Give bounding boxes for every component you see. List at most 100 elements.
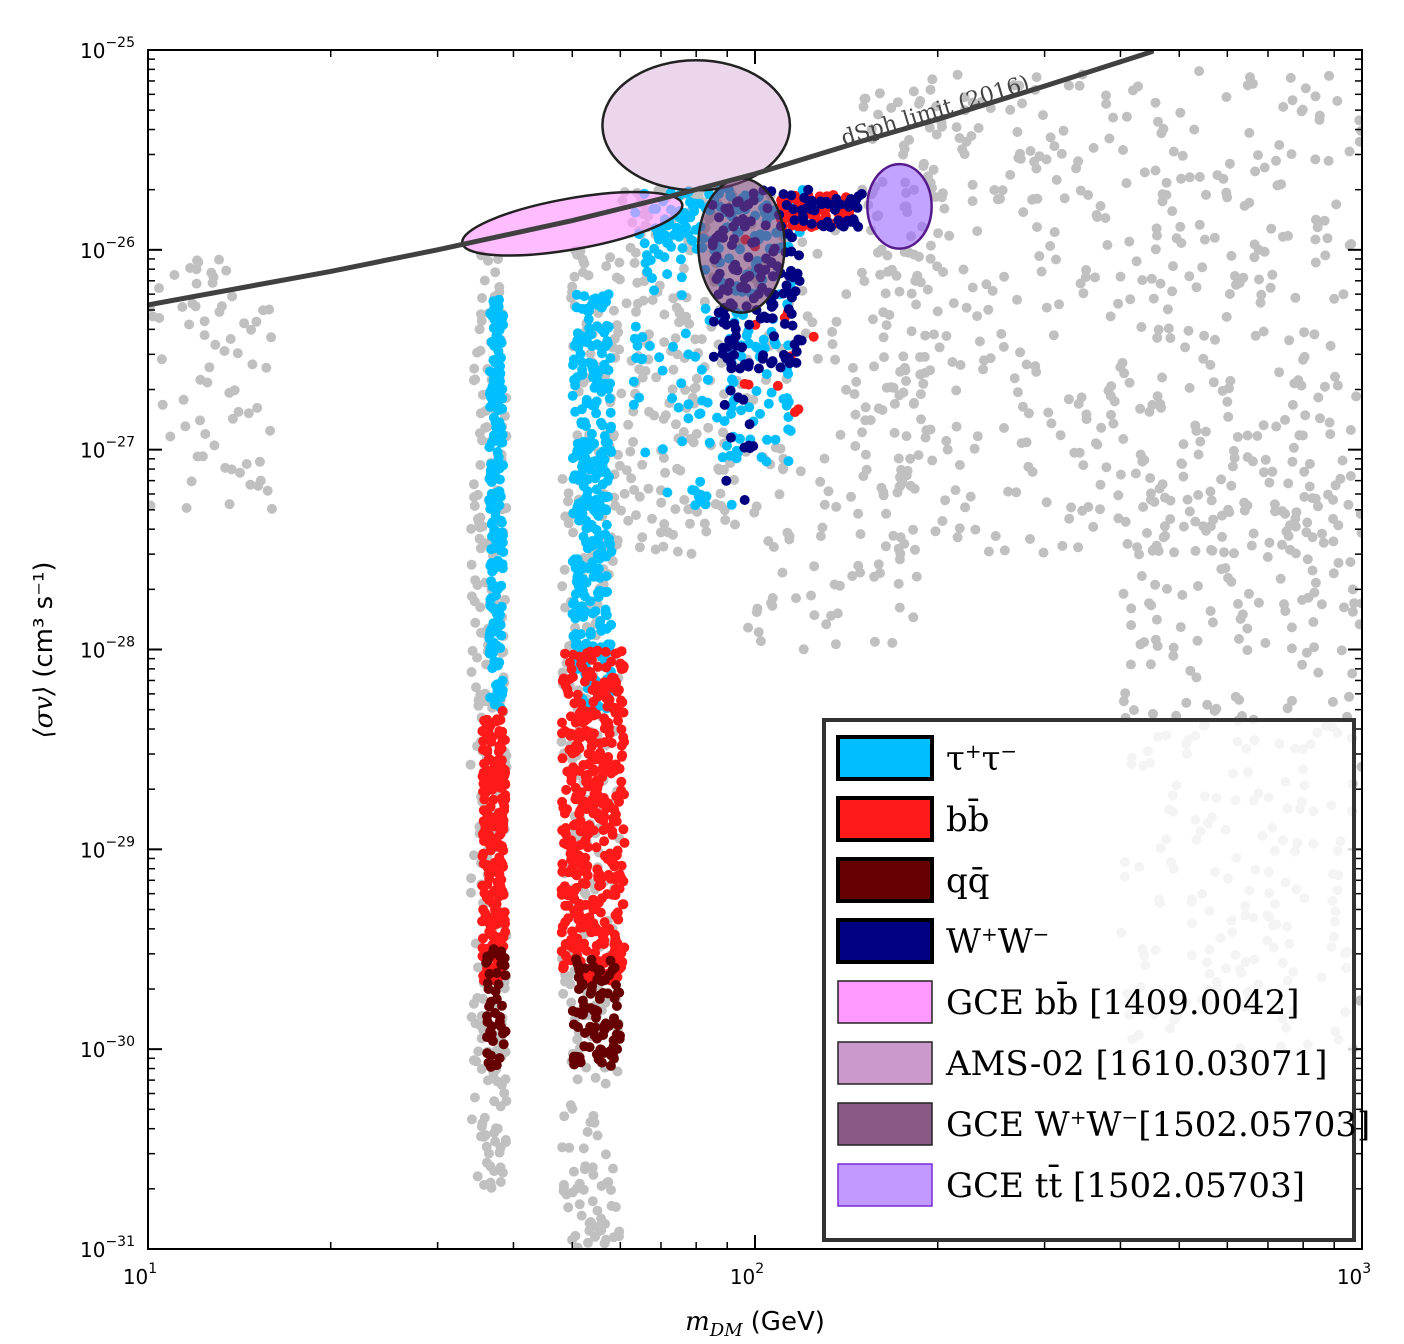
data-point [470, 617, 481, 628]
data-point [1136, 571, 1147, 581]
data-point [1005, 169, 1016, 180]
legend-tau-tau-swatch [836, 735, 934, 781]
data-point [787, 320, 798, 331]
data-point [701, 526, 712, 537]
data-point [1129, 705, 1139, 716]
data-point [468, 375, 479, 386]
data-point [156, 354, 167, 365]
data-point [592, 645, 603, 656]
data-point [235, 467, 245, 478]
data-point [1313, 501, 1323, 512]
data-point [227, 413, 238, 424]
data-point [1162, 583, 1172, 594]
data-point [495, 1177, 506, 1187]
data-point [468, 998, 479, 1009]
data-point [981, 279, 992, 290]
data-point [640, 366, 651, 376]
data-point [744, 319, 755, 330]
data-point [568, 527, 579, 538]
data-point [482, 978, 493, 989]
data-point [815, 476, 826, 487]
data-point [1208, 377, 1219, 388]
data-point [195, 415, 205, 426]
data-point [477, 880, 488, 891]
data-point [731, 445, 742, 456]
data-point [481, 916, 492, 927]
data-point [658, 541, 669, 552]
data-point [582, 337, 593, 348]
data-point [592, 321, 602, 332]
data-point [567, 926, 578, 937]
data-point [600, 1149, 611, 1160]
data-point [1333, 557, 1344, 568]
data-point [860, 402, 871, 413]
data-point [588, 710, 599, 721]
data-point [1281, 526, 1292, 537]
data-point [1184, 506, 1195, 517]
data-point [1258, 467, 1269, 478]
data-point [251, 316, 262, 327]
data-point [587, 671, 598, 682]
data-point [608, 1163, 618, 1174]
data-point [475, 602, 486, 613]
data-point [1322, 233, 1333, 244]
data-point [1144, 598, 1154, 609]
data-point [663, 237, 674, 248]
data-point [612, 972, 623, 983]
data-point [772, 380, 783, 391]
data-point [1118, 145, 1128, 155]
data-point [1310, 577, 1321, 588]
data-point [1177, 590, 1188, 600]
data-point [1269, 499, 1280, 510]
data-point [831, 316, 842, 327]
data-point [1113, 490, 1124, 501]
data-point [1005, 104, 1016, 115]
data-point [1105, 311, 1116, 322]
data-point [1332, 380, 1343, 391]
data-point [668, 364, 679, 375]
data-point [915, 352, 925, 363]
data-point [694, 409, 705, 420]
data-point [261, 362, 272, 373]
data-point [739, 495, 750, 505]
data-point [766, 387, 777, 398]
data-point [786, 308, 797, 319]
data-point [719, 399, 730, 410]
data-point [613, 914, 624, 925]
data-point [563, 496, 573, 507]
data-point [752, 343, 763, 353]
data-point [581, 577, 592, 588]
data-point [925, 240, 936, 251]
data-point [676, 272, 687, 283]
data-point [967, 196, 978, 207]
x-tick-label: 102 [730, 1261, 764, 1289]
data-point [823, 486, 834, 497]
data-point [1347, 668, 1358, 679]
data-point [592, 1130, 603, 1141]
data-point [925, 253, 936, 264]
data-point [1165, 333, 1176, 344]
data-point [495, 714, 506, 725]
data-point [812, 248, 823, 259]
data-point [483, 829, 494, 840]
data-point [869, 361, 879, 372]
data-point [730, 519, 740, 530]
data-point [1233, 598, 1243, 609]
data-point [1197, 262, 1208, 273]
data-point [770, 434, 781, 445]
data-point [204, 362, 215, 373]
data-point [704, 437, 715, 448]
data-point [1178, 521, 1189, 532]
data-point [492, 936, 503, 947]
data-point [1151, 540, 1162, 551]
data-point [1126, 620, 1137, 631]
data-point [1063, 80, 1074, 91]
data-point [832, 608, 843, 619]
data-point [1157, 372, 1168, 383]
data-point [911, 299, 922, 310]
data-point [495, 643, 506, 653]
data-point [247, 359, 258, 370]
data-point [1323, 155, 1334, 166]
data-point [221, 265, 232, 276]
data-point [485, 386, 496, 397]
